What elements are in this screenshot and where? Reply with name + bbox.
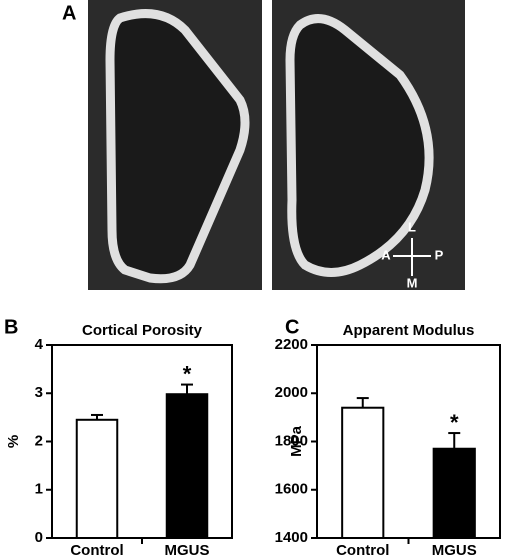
y-tick-label: 2000 <box>275 384 308 401</box>
significance-marker: * <box>450 410 459 435</box>
panel-label: A <box>62 2 76 24</box>
bar <box>432 447 476 539</box>
y-tick-label: 1400 <box>275 529 308 546</box>
orientation-label: A <box>381 247 391 262</box>
bar <box>341 406 385 539</box>
bar <box>165 393 209 539</box>
bone-section <box>105 9 250 284</box>
y-axis-label: MPa <box>288 425 305 457</box>
orientation-label: M <box>407 275 418 290</box>
x-tick-label: Control <box>336 542 389 559</box>
orientation-label: P <box>435 247 444 262</box>
plot-frame <box>51 344 233 539</box>
x-tick-label: Control <box>70 542 123 559</box>
y-tick-label: 3 <box>35 384 43 401</box>
y-axis-label: % <box>5 435 22 448</box>
bar <box>75 418 119 540</box>
ct-images: L A P M <box>88 0 465 290</box>
plot-frame <box>316 344 501 539</box>
y-tick-label: 1800 <box>275 432 308 449</box>
x-tick-label: MGUS <box>432 542 477 559</box>
chart-title: Apparent Modulus <box>343 322 475 339</box>
x-tick-label: MGUS <box>165 542 210 559</box>
panel-label: B <box>4 316 18 338</box>
y-tick-label: 2200 <box>275 336 308 353</box>
y-tick-label: 1600 <box>275 481 308 498</box>
y-tick-label: 4 <box>35 336 44 353</box>
orientation-label: L <box>408 219 416 234</box>
panel-label: C <box>285 316 299 338</box>
chart-title: Cortical Porosity <box>82 322 203 339</box>
orientation-arrows <box>393 238 431 276</box>
y-tick-label: 0 <box>35 529 43 546</box>
y-tick-label: 1 <box>35 481 43 498</box>
significance-marker: * <box>183 361 192 386</box>
y-tick-label: 2 <box>35 432 43 449</box>
bone-section <box>285 14 434 277</box>
